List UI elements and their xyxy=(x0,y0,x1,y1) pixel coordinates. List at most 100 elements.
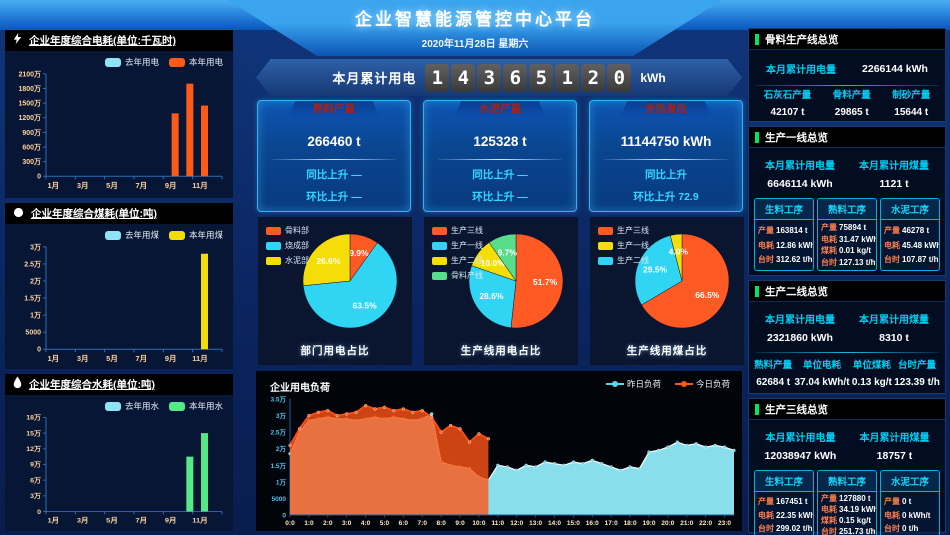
metric-value: 0.01 kg/t xyxy=(839,246,872,256)
metric-value: 251.73 t/h xyxy=(839,527,876,535)
svg-text:11月: 11月 xyxy=(192,181,207,190)
metric-line: 台时 0 t/h xyxy=(884,523,936,534)
metric-row: 本月累计用电量 2321860 kWh 本月累计用煤量 8310 t xyxy=(753,305,941,351)
metric-value: 42107 t xyxy=(770,107,805,118)
svg-text:5月: 5月 xyxy=(106,517,118,525)
legend-item[interactable]: 去年用煤 xyxy=(104,229,159,241)
panel-header: 生产三线总览 xyxy=(749,399,945,420)
svg-text:1.5万: 1.5万 xyxy=(24,295,41,303)
legend-item[interactable]: 去年用水 xyxy=(104,400,159,412)
stat-card-tab: 熟料产量 xyxy=(288,101,380,118)
metric-value: 167451 t xyxy=(776,496,808,506)
metric-label: 电耗 xyxy=(884,240,900,250)
bar-chart-coal: 0 5000 1万 1.5万 2万 2.5万 3万 1月 3月 5月 7月 9月 11月 xyxy=(24,243,223,363)
chart-legend: 去年用电 本年用电 xyxy=(5,51,233,68)
legend-item[interactable]: 去年用电 xyxy=(104,56,159,68)
svg-text:1:0: 1:0 xyxy=(304,520,314,527)
legend-item[interactable]: 生产二线 xyxy=(598,255,649,266)
svg-text:16:0: 16:0 xyxy=(586,520,599,527)
metric-line: 台时 107.87 t/h xyxy=(884,254,938,265)
process-rows: 产量 0 t 电耗 0 kWh/t 台时 0 t/h xyxy=(881,492,939,535)
svg-text:2万: 2万 xyxy=(276,445,287,453)
metric-line: 产量 163814 t xyxy=(758,225,810,236)
metric-value: 0 t xyxy=(902,496,912,506)
legend-swatch-icon xyxy=(266,256,281,265)
legend-item[interactable]: 今日负荷 xyxy=(674,378,730,390)
chart-legend: 去年用煤 本年用煤 xyxy=(5,224,233,241)
panel-pie-line-electricity: 生产三线 生产一线 生产二线 骨料产线 51.7% 28.6% 10.0% 9.7% 生产线… xyxy=(424,217,578,365)
metric-value: 123.39 t/h xyxy=(894,376,940,388)
area-chart-load: 0 5000 1万 1.5万 2万 2.5万 3万 3.5万 0:0 1:0 2:0 3:0 4:0 5:… xyxy=(270,396,736,527)
legend-item[interactable]: 生产三线 xyxy=(598,225,649,236)
counter-digit: 4 xyxy=(451,63,476,92)
metric-value: 127.13 t/h xyxy=(839,258,876,268)
green-bar-icon xyxy=(755,403,759,415)
panel-annual-electricity: 企业年度综合电耗(单位:千瓦时) 去年用电 本年用电 0 300万 600万 900万 1… xyxy=(5,30,233,198)
legend-label: 昨日负荷 xyxy=(626,379,661,389)
svg-text:1800万: 1800万 xyxy=(18,85,41,93)
metric-value: 6646114 kWh xyxy=(767,178,833,190)
metric-line: 产量 167451 t xyxy=(758,496,810,507)
legend-marker-icon xyxy=(674,381,693,387)
metric-pair: 熟料产量 62684 t xyxy=(754,357,792,388)
metric-label: 本月累计用电量 xyxy=(765,433,836,444)
panel-title: 企业年度综合电耗(单位:千瓦时) xyxy=(29,35,176,47)
panel-pie-line-coal: 生产三线 生产一线 生产二线 66.5% 29.5% 4.0% 生产线用煤占比 xyxy=(590,217,744,365)
panel-pie-department: 骨料部 烧成部 水泥部 9.9% 63.5% 26.6% 部门用电占比 xyxy=(258,217,412,365)
svg-text:2.5万: 2.5万 xyxy=(270,429,286,437)
divider xyxy=(755,352,939,353)
panel-header: 企业年度综合煤耗(单位:吨) xyxy=(5,203,233,224)
panel-annual-water: 企业年度综合水耗(单位:吨) 去年用水 本年用水 0 3万 6万 9万 12万 15万 18万… xyxy=(5,374,233,531)
legend-item[interactable]: 骨料部 xyxy=(266,225,309,236)
legend-item[interactable]: 生产一线 xyxy=(432,240,483,251)
metric-value: 312.62 t/h xyxy=(776,255,813,265)
svg-text:5月: 5月 xyxy=(106,181,118,190)
metric-value: 15644 t xyxy=(894,107,929,118)
legend-item[interactable]: 生产三线 xyxy=(432,225,483,236)
metric-label: 本月累计用煤量 xyxy=(859,161,929,172)
svg-text:1月: 1月 xyxy=(47,354,59,363)
legend-item[interactable]: 烧成部 xyxy=(266,240,309,251)
legend-label: 本年用煤 xyxy=(188,230,223,240)
legend-item[interactable]: 本年用水 xyxy=(168,400,223,412)
metric-value: 0 kWh/t xyxy=(902,510,931,520)
legend-item[interactable]: 水泥部 xyxy=(266,255,309,266)
svg-text:1.5万: 1.5万 xyxy=(270,462,286,470)
panel-line2-overview: 生产二线总览 本月累计用电量 2321860 kWh 本月累计用煤量 8310 t 熟料… xyxy=(748,280,946,394)
legend-item[interactable]: 骨料产线 xyxy=(432,270,483,281)
metric-value: 2266144 kWh xyxy=(862,62,928,75)
header-trapezoid xyxy=(228,0,722,56)
legend-item[interactable]: 昨日负荷 xyxy=(605,378,661,390)
legend-label: 去年用电 xyxy=(124,57,159,67)
legend-label: 去年用煤 xyxy=(124,230,159,240)
metric-label: 产量 xyxy=(884,225,900,235)
svg-text:4:0: 4:0 xyxy=(361,520,371,527)
panel-line3-overview: 生产三线总览 本月累计用电量 12038947 kWh 本月累计用煤量 18757 t… xyxy=(748,398,946,535)
coal-icon xyxy=(13,205,24,223)
metric-columns: 石灰石产量 42107 t 骨料产量 29865 t 制砂产量 15644 t xyxy=(753,87,941,118)
metric-label: 台时 xyxy=(758,524,774,534)
legend-item[interactable]: 本年用电 xyxy=(168,56,223,68)
metric-line: 台时 299.02 t/h xyxy=(758,523,812,534)
svg-text:63.5%: 63.5% xyxy=(353,301,378,311)
legend-item[interactable]: 生产一线 xyxy=(598,240,649,251)
metric-line: 产量 127880 t xyxy=(821,493,873,504)
panel-line1-overview: 生产一线总览 本月累计用电量 6646114 kWh 本月累计用煤量 1121 t 生料… xyxy=(748,126,946,276)
svg-text:20:0: 20:0 xyxy=(661,520,674,527)
legend-label: 水泥部 xyxy=(285,256,309,265)
area-chart-title: 企业用电负荷 xyxy=(270,383,330,394)
legend-item[interactable]: 生产二线 xyxy=(432,255,483,266)
metric-pair: 本月累计用电量 2321860 kWh xyxy=(765,311,835,344)
metric-label: 熟料产量 xyxy=(754,359,793,371)
mom-text: 环比上升 — xyxy=(472,191,528,203)
page-title: 企业智慧能源管控中心平台 xyxy=(355,10,595,29)
metric-label: 台时 xyxy=(758,255,774,265)
svg-text:17:0: 17:0 xyxy=(605,520,618,527)
svg-text:600万: 600万 xyxy=(22,144,41,152)
legend-item[interactable]: 本年用煤 xyxy=(168,229,223,241)
panel-header: 生产一线总览 xyxy=(749,127,945,148)
